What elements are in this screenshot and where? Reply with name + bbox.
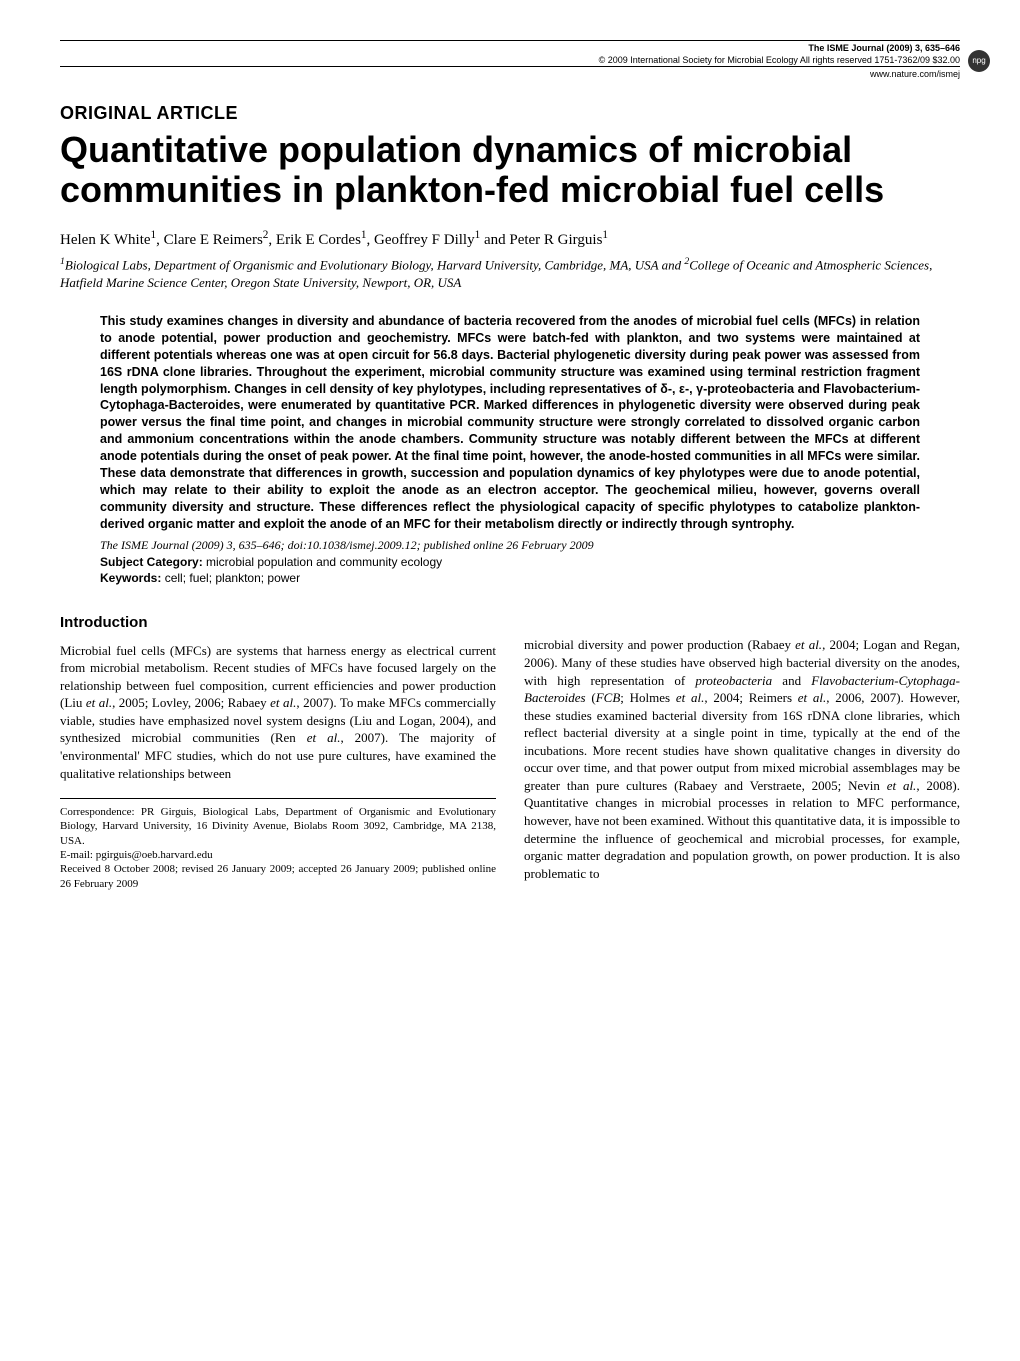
subject-category: Subject Category: microbial population a…	[100, 555, 920, 569]
article-type: ORIGINAL ARTICLE	[60, 103, 960, 124]
article-title: Quantitative population dynamics of micr…	[60, 130, 960, 211]
correspondence-email: E-mail: pgirguis@oeb.harvard.edu	[60, 848, 496, 862]
column-left: Introduction Microbial fuel cells (MFCs)…	[60, 587, 496, 890]
header-divider-top	[60, 40, 960, 41]
journal-url: www.nature.com/ismej	[60, 69, 960, 81]
introduction-para-right: microbial diversity and power production…	[524, 636, 960, 882]
copyright-line: © 2009 International Society for Microbi…	[60, 55, 960, 67]
subject-label: Subject Category:	[100, 555, 203, 569]
abstract-text: This study examines changes in diversity…	[100, 313, 920, 532]
column-right: microbial diversity and power production…	[524, 587, 960, 890]
correspondence-received: Received 8 October 2008; revised 26 Janu…	[60, 862, 496, 891]
column-right-offset	[524, 587, 960, 636]
affiliations: 1Biological Labs, Department of Organism…	[60, 255, 960, 291]
keywords-value: cell; fuel; plankton; power	[161, 571, 300, 585]
header-divider-bottom	[60, 66, 960, 67]
authors-list: Helen K White1, Clare E Reimers2, Erik E…	[60, 229, 960, 249]
header-meta: The ISME Journal (2009) 3, 635–646 © 200…	[60, 40, 960, 81]
subject-value: microbial population and community ecolo…	[203, 555, 442, 569]
keywords-label: Keywords:	[100, 571, 161, 585]
keywords: Keywords: cell; fuel; plankton; power	[100, 571, 920, 585]
body-columns: Introduction Microbial fuel cells (MFCs)…	[60, 587, 960, 890]
npg-badge-icon: npg	[968, 50, 990, 72]
correspondence-text: Correspondence: PR Girguis, Biological L…	[60, 805, 496, 848]
journal-line: The ISME Journal (2009) 3, 635–646	[60, 43, 960, 55]
citation-line: The ISME Journal (2009) 3, 635–646; doi:…	[100, 538, 920, 553]
introduction-para-left: Microbial fuel cells (MFCs) are systems …	[60, 642, 496, 782]
introduction-heading: Introduction	[60, 613, 496, 633]
correspondence-block: Correspondence: PR Girguis, Biological L…	[60, 798, 496, 891]
